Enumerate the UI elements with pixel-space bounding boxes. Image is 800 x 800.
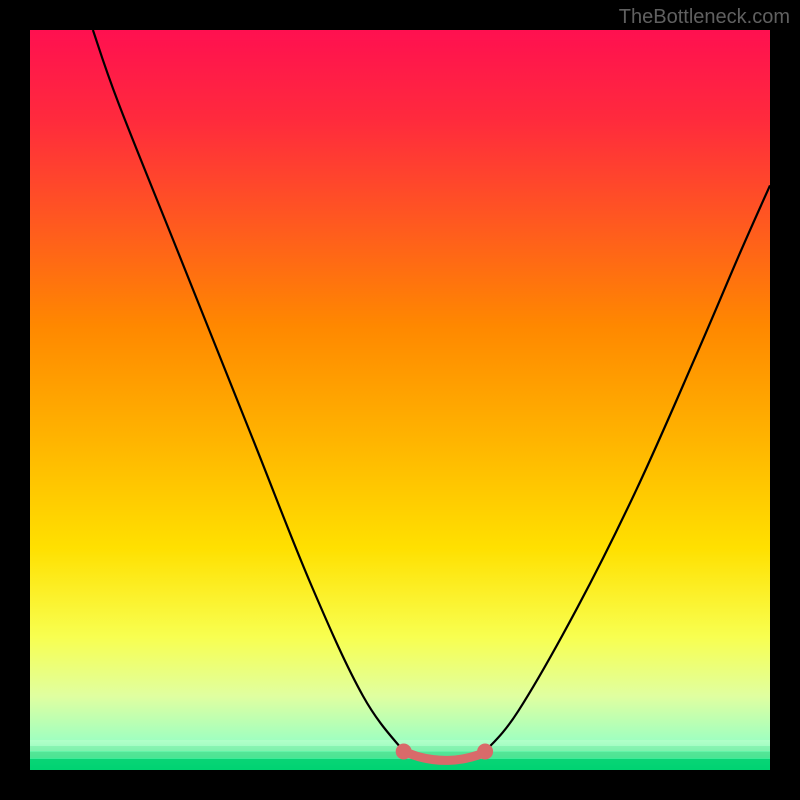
chart-container: TheBottleneck.com <box>0 0 800 800</box>
valley-knob-left <box>396 744 412 760</box>
curve-svg <box>30 30 770 770</box>
curve-right-branch <box>485 185 770 751</box>
plot-area <box>30 30 770 770</box>
curve-left-branch <box>93 30 404 752</box>
valley-knob-right <box>477 744 493 760</box>
valley-connector <box>404 752 485 761</box>
watermark-text: TheBottleneck.com <box>619 6 790 29</box>
